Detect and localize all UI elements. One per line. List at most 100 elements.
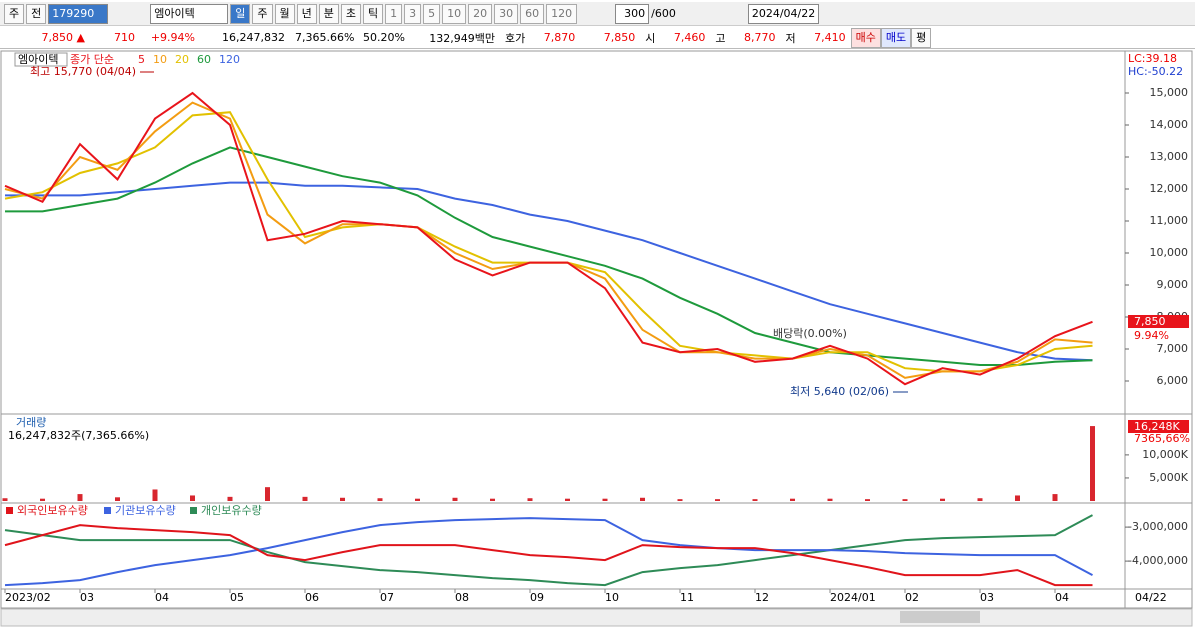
interval-button[interactable]: 120 — [546, 3, 578, 24]
legend-entry: 5 — [138, 53, 145, 66]
x-tick-label: 03 — [980, 591, 994, 604]
low-label: 저 — [785, 31, 796, 45]
volume-bar — [602, 498, 608, 501]
x-tick-label: 08 — [455, 591, 469, 604]
last-change: 9.94% — [1134, 329, 1169, 342]
volume-bar — [640, 497, 645, 501]
x-tick-label: 04 — [1055, 591, 1069, 604]
y-tick-label: 10,000K — [1142, 448, 1188, 461]
period-button[interactable]: 년 — [296, 3, 317, 24]
volume-bar — [302, 496, 308, 501]
interval-button[interactable]: 60 — [520, 3, 545, 24]
x-tick-label: 10 — [605, 591, 619, 604]
legend-swatch — [104, 507, 111, 514]
series-line — [4, 524, 1093, 587]
name-field[interactable]: 엠아이텍 — [150, 3, 229, 24]
y-tick-label: 12,000 — [1150, 182, 1189, 195]
info-bar: 7,850 ▲ 710 +9.94% 16,247,832 7,365.66% 50.20… — [0, 27, 1195, 49]
chart-frame — [0, 50, 1193, 609]
low-annotation: 최저 5,640 (02/06) — [790, 385, 889, 398]
date-input[interactable]: 2024/04/22 — [747, 3, 820, 24]
legend-entry: 20 — [175, 53, 189, 66]
high-annotation: 최고 15,770 (04/04) — [30, 65, 136, 78]
volume-bar — [940, 498, 945, 501]
volume-bar — [152, 489, 158, 501]
last-price-box — [1128, 315, 1189, 328]
interval-button[interactable]: 20 — [468, 3, 493, 24]
legend-title: 종가 단순 — [70, 53, 114, 66]
series-line — [4, 91, 1093, 386]
count-input[interactable]: 300 — [615, 3, 650, 24]
volume-bar — [2, 498, 8, 501]
prev-button[interactable]: 전 — [26, 3, 47, 24]
eval-button[interactable]: 평 — [911, 27, 932, 48]
y-tick-label: 15,000 — [1150, 86, 1189, 99]
last-volume-box — [1128, 420, 1189, 433]
legend-entry: 기관보유수량 — [115, 504, 176, 517]
volume-bar — [340, 497, 345, 501]
period-button[interactable]: 분 — [318, 3, 339, 24]
ex-dividend-annotation: 배당락(0.00%) — [773, 327, 847, 340]
interval-button[interactable]: 3 — [404, 3, 422, 24]
quote-label: 호가 — [505, 31, 526, 45]
volume-bar — [377, 498, 383, 501]
volume-bar — [415, 498, 420, 501]
volume-bar — [902, 499, 908, 501]
volume-bar — [865, 499, 870, 501]
x-tick-label: 03 — [80, 591, 94, 604]
change-rate: +9.94% — [150, 31, 195, 44]
x-tick-label: 11 — [680, 591, 694, 604]
interval-button[interactable]: 10 — [442, 3, 467, 24]
x-tick-label: 07 — [380, 591, 394, 604]
interval-button[interactable]: 5 — [423, 3, 441, 24]
code-input[interactable]: 179290 — [48, 3, 109, 24]
count-total: /600 — [651, 7, 676, 20]
volume-title: 거래량 — [16, 416, 46, 429]
last-volume-ratio: 7365,66% — [1134, 432, 1190, 445]
lc-label: LC:39.18 — [1128, 52, 1177, 65]
y-tick-label: -4,000,000 — [1128, 554, 1188, 567]
period-button[interactable]: 일 — [230, 3, 251, 24]
volume: 16,247,832 — [222, 31, 285, 44]
sell-button[interactable]: 매도 — [880, 27, 912, 48]
scroll-thumb[interactable] — [900, 611, 980, 623]
legend-entry: 120 — [219, 53, 240, 66]
series-line — [4, 517, 1093, 587]
low: 7,410 — [814, 31, 846, 44]
bid: 7,850 — [603, 31, 636, 44]
volume-subtitle: 16,247,832주(7,365.66%) — [8, 429, 149, 442]
interval-button[interactable]: 30 — [494, 3, 519, 24]
volume-bar — [452, 497, 458, 501]
period-button[interactable]: 주 — [252, 3, 273, 24]
y-tick-label: 13,000 — [1150, 150, 1189, 163]
period-button[interactable]: 초 — [340, 3, 361, 24]
x-tick-label: 09 — [530, 591, 544, 604]
volume-bar — [752, 499, 758, 501]
volume-bar — [490, 498, 495, 501]
change: 710 — [114, 31, 135, 44]
interval-button[interactable]: 1 — [385, 3, 403, 24]
toolbar: 주 전 179290 엠아이텍 일 주 월 년 분 초 틱 1 3 5 10 20 30 60 120 300/600… — [0, 2, 1195, 26]
legend-swatch — [6, 507, 13, 514]
volume-bar — [115, 497, 120, 501]
scrollbar[interactable] — [0, 608, 1193, 627]
legend-entry: 60 — [197, 53, 211, 66]
volume-bar — [677, 499, 683, 501]
ask: 7,870 — [543, 31, 576, 44]
period-button[interactable]: 틱 — [363, 3, 384, 24]
y-tick-label: 14,000 — [1150, 118, 1189, 131]
volume-bar — [1015, 495, 1020, 501]
series-line — [4, 514, 1093, 587]
volume-bar — [565, 498, 570, 501]
period-button[interactable]: 월 — [274, 3, 295, 24]
buy-button[interactable]: 매수 — [850, 27, 881, 48]
x-tick-label: 12 — [755, 591, 769, 604]
market-button[interactable]: 주 — [4, 3, 25, 24]
panel-title: 엠아이텍 — [18, 53, 58, 66]
volume-bar — [790, 498, 795, 501]
last-price: 7,850 — [1134, 315, 1166, 328]
volume-bar — [40, 498, 45, 501]
y-tick-label: 9,000 — [1157, 278, 1189, 291]
